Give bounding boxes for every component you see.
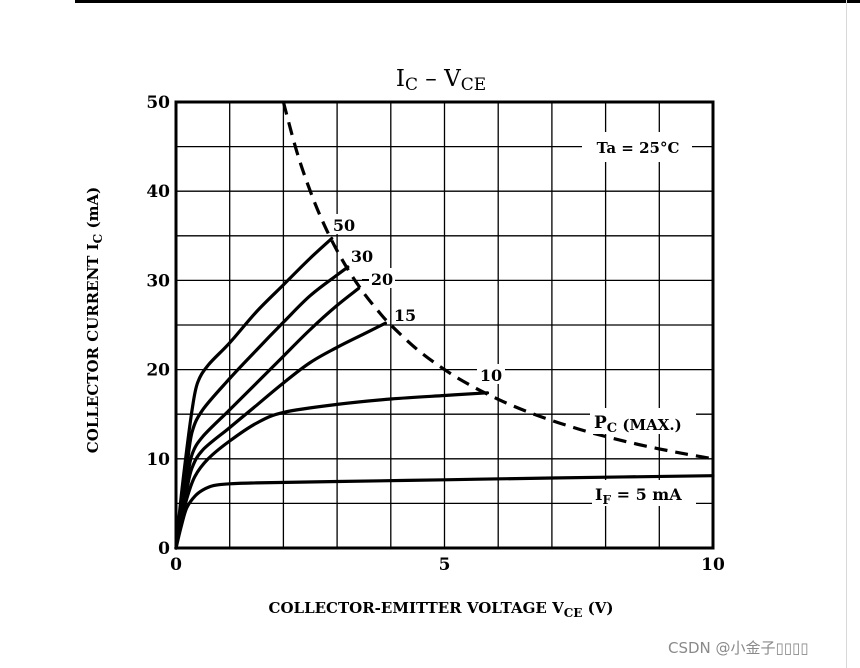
chart-title: IC – VCE (396, 66, 486, 95)
title-ic-sub: C (405, 75, 418, 95)
y-tick-label: 30 (146, 271, 170, 291)
curve-label-15: 15 (394, 306, 416, 325)
csdn-watermark: CSDN @小金子▯▯▯▯ (668, 639, 809, 657)
title-ic: I (396, 66, 405, 92)
y-axis-label: COLLECTOR CURRENT IC (mA) (84, 187, 105, 453)
tick-labels: 0 5 10 0 10 20 30 40 50 (146, 93, 725, 575)
curve-label-50: 50 (333, 216, 355, 235)
curves (174, 101, 715, 550)
y-tick-label: 10 (146, 450, 170, 470)
x-axis-label-main: COLLECTOR-EMITTER VOLTAGE V (269, 599, 565, 617)
pc-max-label-post: (MAX.) (617, 416, 682, 434)
label-bg-30 (349, 245, 375, 265)
if-label-sub: F (602, 493, 611, 507)
y-tick-label: 0 (158, 539, 170, 559)
curve-labels: 50 30 20 15 10 PC (MAX.) IF = 5 mA (331, 214, 696, 507)
y-tick-label: 20 (146, 361, 170, 381)
if-label-main: I (595, 485, 602, 504)
x-tick-label: 5 (439, 555, 451, 575)
title-vce: V (443, 66, 461, 92)
series-line-10 (174, 391, 490, 550)
title-vce-sub: CE (461, 75, 486, 95)
y-axis-label-sub: C (91, 234, 105, 244)
y-tick-label: 50 (146, 93, 170, 113)
label-bg-50 (331, 214, 357, 234)
curve-label-10: 10 (480, 366, 502, 385)
series-line-50 (174, 236, 334, 550)
curve-label-30: 30 (351, 247, 373, 266)
annotation-box (582, 132, 692, 162)
if-label: IF = 5 mA (595, 485, 682, 507)
label-bg-if (592, 480, 696, 506)
series-line-20 (174, 286, 361, 550)
pc-max-label-main: P (594, 413, 607, 433)
if-label-post: = 5 mA (611, 485, 682, 504)
y-axis-label-main: COLLECTOR CURRENT I (84, 243, 102, 453)
x-axis-label-sub: CE (564, 606, 583, 620)
x-axis-label: COLLECTOR-EMITTER VOLTAGE VCE (V) (269, 599, 614, 620)
x-tick-label: 0 (170, 555, 182, 575)
y-tick-label: 40 (146, 182, 170, 202)
pc-max-label-sub: C (607, 421, 617, 436)
curve-label-20: 20 (371, 270, 393, 289)
series-line-if-5-ma (174, 474, 715, 550)
x-tick-label: 10 (701, 555, 725, 575)
x-axis-label-unit: (V) (582, 599, 613, 617)
top-rule (75, 0, 860, 3)
label-bg-15 (392, 304, 418, 324)
title-separator: – (418, 66, 444, 92)
label-bg-20 (369, 268, 395, 288)
pc-max-dashed-line (281, 101, 714, 461)
y-axis-label-unit: (mA) (84, 187, 102, 234)
temperature-annotation: Ta = 25°C (597, 139, 680, 157)
label-bg-pc-max (590, 408, 696, 434)
series-line-30 (174, 265, 350, 550)
plot-frame (174, 100, 715, 550)
pc-max-label: PC (MAX.) (594, 413, 682, 436)
right-rule (846, 0, 847, 668)
label-bg-10 (477, 364, 505, 384)
